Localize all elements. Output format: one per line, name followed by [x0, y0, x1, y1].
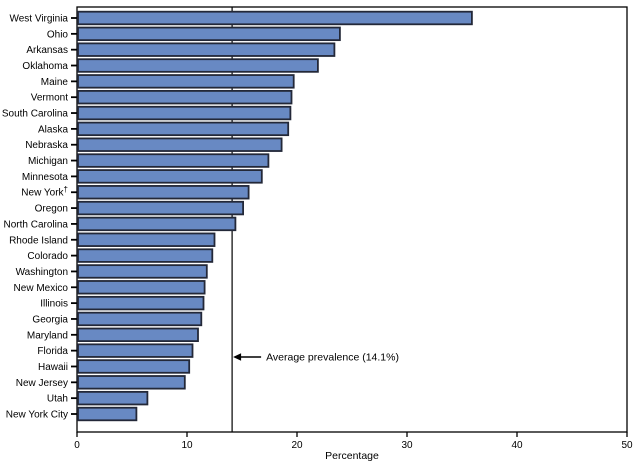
x-tick-label-0: 0 [74, 440, 80, 451]
bar-georgia [77, 311, 203, 327]
bar-south-carolina [77, 105, 292, 121]
bar-maine [77, 74, 295, 89]
bar-colorado [77, 248, 214, 263]
category-label-maryland: Maryland [27, 330, 68, 341]
x-tick-label-10: 10 [181, 440, 193, 451]
category-label-vermont: Vermont [31, 93, 68, 104]
category-label-west-virginia: West Virginia [9, 14, 68, 25]
x-tick-label-50: 50 [621, 440, 633, 451]
x-tick-label-20: 20 [291, 440, 303, 451]
bar-new-mexico [77, 280, 206, 295]
category-label-florida: Florida [37, 346, 68, 357]
bar-minnesota [77, 169, 263, 184]
bar-north-carolina [77, 216, 237, 232]
bar-maryland [77, 327, 199, 343]
x-tick-label-30: 30 [401, 440, 413, 451]
bar-new-jersey [77, 375, 186, 390]
category-label-nebraska: Nebraska [25, 140, 68, 151]
category-label-new-york-city: New York City [6, 410, 68, 421]
category-label-washington: Washington [16, 267, 68, 278]
category-label-alaska: Alaska [38, 124, 68, 135]
category-label-illinois: Illinois [40, 299, 68, 310]
category-label-hawaii: Hawaii [38, 362, 68, 373]
average-annotation-label: Average prevalence (14.1%) [266, 352, 399, 364]
bar-new-york [77, 185, 250, 200]
category-label-south-carolina: South Carolina [2, 109, 69, 120]
bar-washington [77, 264, 208, 279]
category-label-rhode-island: Rhode Island [9, 235, 68, 246]
category-label-new-jersey: New Jersey [16, 378, 68, 389]
category-label-north-carolina: North Carolina [4, 219, 69, 230]
bar-nebraska [77, 137, 283, 152]
x-tick-label-40: 40 [511, 440, 523, 451]
bar-florida [77, 343, 194, 358]
annotation-arrow-head [233, 353, 242, 361]
bar-arkansas [77, 42, 336, 57]
category-label-maine: Maine [41, 77, 69, 88]
category-label-arkansas: Arkansas [26, 45, 68, 56]
bar-illinois [77, 295, 205, 311]
bar-new-york-city [77, 406, 138, 422]
category-label-georgia: Georgia [32, 314, 68, 325]
bar-rhode-island [77, 232, 216, 247]
bar-utah [77, 390, 149, 406]
category-label-oregon: Oregon [35, 204, 68, 215]
category-label-minnesota: Minnesota [22, 172, 69, 183]
category-label-michigan: Michigan [28, 156, 68, 167]
bar-ohio [77, 26, 341, 42]
bar-michigan [77, 153, 270, 168]
category-label-ohio: Ohio [47, 29, 69, 40]
bar-oregon [77, 200, 245, 216]
category-label-oklahoma: Oklahoma [22, 61, 68, 72]
category-label-utah: Utah [47, 394, 68, 405]
category-label-new-mexico: New Mexico [14, 283, 69, 294]
bar-west-virginia [77, 10, 473, 26]
bar-hawaii [77, 359, 191, 374]
x-axis-title: Percentage [325, 450, 379, 462]
category-label-new-york: New York† [21, 185, 68, 199]
bar-vermont [77, 90, 293, 105]
category-label-colorado: Colorado [27, 251, 68, 262]
bar-alaska [77, 121, 290, 137]
bar-oklahoma [77, 58, 319, 73]
